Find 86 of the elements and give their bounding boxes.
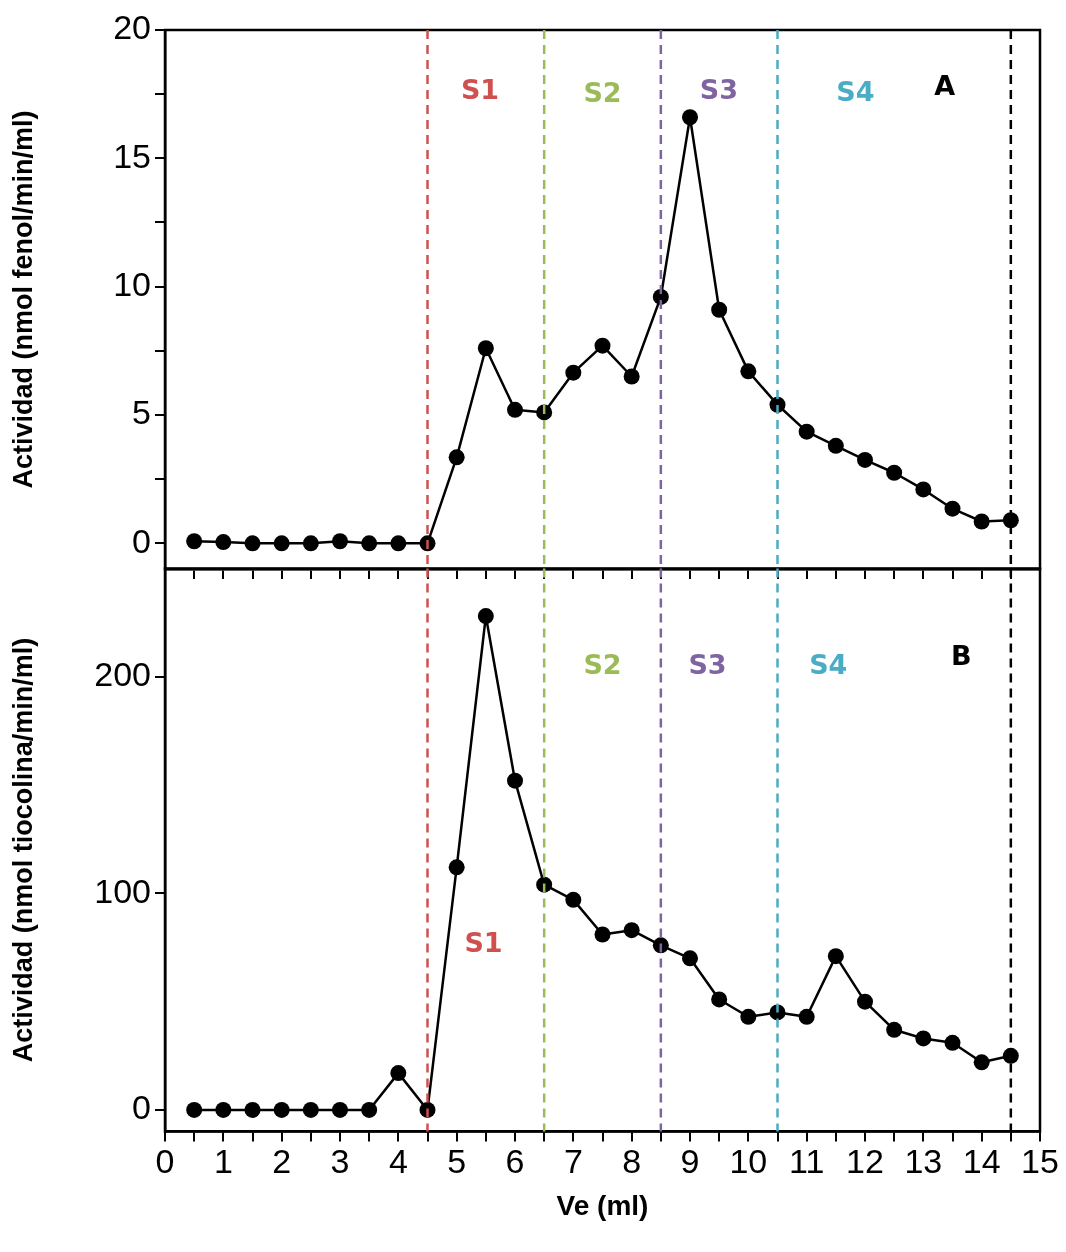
point [332,1101,348,1118]
point [390,1065,407,1082]
x-tick-label: 10 [729,1142,768,1181]
y-tick-label: 20 [113,8,151,47]
point [332,533,348,550]
point [273,1101,290,1118]
point [565,891,582,908]
point [215,534,232,551]
x-tick-label: 4 [388,1142,408,1181]
x-tick-label: 7 [563,1142,583,1181]
point [215,1101,232,1118]
x-tick-label: 3 [330,1142,350,1181]
y-tick-label: 5 [132,393,151,432]
y-tick-label: 10 [113,265,151,304]
x-tick-label: 9 [680,1142,700,1181]
y-tick-label: 0 [132,1088,151,1127]
point [594,926,611,943]
point [361,1101,378,1118]
x-tick-label: 15 [1021,1142,1059,1181]
annotation: S2 [583,77,622,109]
point [740,1008,757,1025]
point [565,364,582,381]
point [186,1101,203,1118]
x-axis-title: Ve (ml) [556,1189,649,1221]
point [448,859,465,876]
y-tick-label: 15 [113,136,151,175]
point [536,876,553,893]
x-tick-label: 2 [272,1142,292,1181]
point [973,1054,990,1071]
y-tick-label: 0 [132,521,151,560]
point [798,423,815,440]
point [507,401,523,418]
x-tick-label: 1 [213,1142,233,1181]
x-tick-label: 8 [622,1142,642,1181]
point [244,1101,261,1118]
y-axis-title: Actividad (nmol tiocolina/min/ml) [7,637,38,1063]
point [507,772,523,789]
annotation: A [934,70,956,102]
point [827,948,844,965]
point [623,922,640,939]
point [361,535,378,552]
x-tick-label: 6 [505,1142,525,1181]
point [244,535,261,552]
annotation: S3 [688,648,727,680]
point [944,500,961,517]
annotation: S1 [460,74,500,105]
point [711,301,728,318]
y-tick-label: 100 [94,871,151,910]
point [594,337,611,354]
point [652,288,669,305]
point [448,449,465,466]
y-axis-title: Actividad (nmol fenol/min/ml) [7,110,38,489]
point [186,533,203,550]
x-tick-label: 5 [447,1142,467,1181]
annotation: B [950,639,972,671]
point [915,1030,932,1047]
point [302,1101,319,1118]
point [857,451,873,468]
point [623,368,640,385]
annotation: S1 [464,926,503,958]
point [390,535,407,552]
point [973,513,990,530]
point [711,991,728,1008]
point [886,1021,903,1038]
point [798,1008,815,1025]
point [944,1034,961,1051]
annotation: S2 [583,648,622,680]
point [682,950,698,967]
point [302,535,319,552]
x-tick-label: 12 [846,1142,884,1181]
point [740,363,757,380]
x-tick-label: 13 [904,1142,943,1181]
y-tick-label: 200 [94,655,151,694]
point [273,535,290,552]
point [477,608,494,625]
annotation: S3 [699,74,738,105]
annotation: S4 [836,75,875,107]
point [827,437,844,454]
point [857,993,873,1010]
annotation: S4 [809,648,848,680]
x-tick-label: 14 [962,1142,1001,1181]
point [886,464,903,481]
point [915,481,932,498]
x-tick-label: 11 [789,1142,825,1181]
point [477,340,494,357]
point [682,109,698,126]
